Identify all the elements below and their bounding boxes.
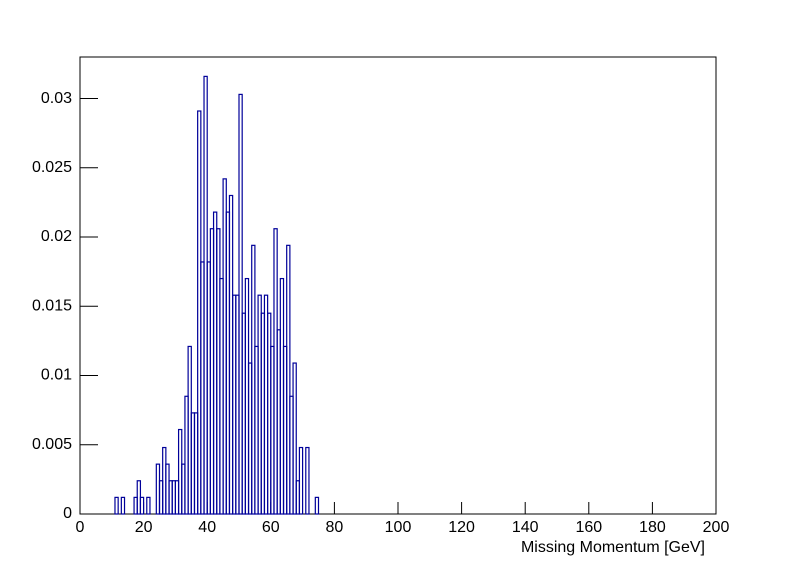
histogram-bin	[314, 496, 320, 515]
plot-frame	[79, 56, 717, 515]
x-tick-label: 100	[385, 519, 412, 536]
x-tick-label: 200	[703, 519, 730, 536]
y-tick-label: 0.01	[41, 367, 72, 384]
y-tick-label: 0.015	[32, 297, 72, 314]
histogram-bin	[120, 496, 126, 515]
x-tick-label: 20	[135, 519, 153, 536]
histogram-bin	[298, 446, 304, 515]
x-axis-label: Missing Momentum [GeV]	[521, 539, 705, 556]
x-tick-label: 80	[326, 519, 344, 536]
x-tick-label: 0	[76, 519, 85, 536]
histogram-bin	[286, 244, 291, 515]
x-tick-label: 60	[262, 519, 280, 536]
x-tick-label: 120	[448, 519, 475, 536]
histogram-bin	[292, 362, 297, 515]
y-tick-label: 0.025	[32, 159, 72, 176]
histogram-bin	[238, 93, 243, 515]
histogram-bin	[139, 496, 145, 515]
x-tick-label: 180	[639, 519, 666, 536]
x-tick-label: 40	[198, 519, 216, 536]
y-tick-label: 0.03	[41, 90, 72, 107]
histogram-bin	[305, 446, 310, 515]
y-tick-label: 0.005	[32, 436, 72, 453]
histogram-bin	[146, 496, 151, 515]
y-tick-label: 0	[63, 505, 72, 522]
x-tick-label: 160	[575, 519, 602, 536]
y-tick-label: 0.02	[41, 228, 72, 245]
histogram-bin	[114, 496, 119, 515]
x-tick-label: 140	[512, 519, 539, 536]
